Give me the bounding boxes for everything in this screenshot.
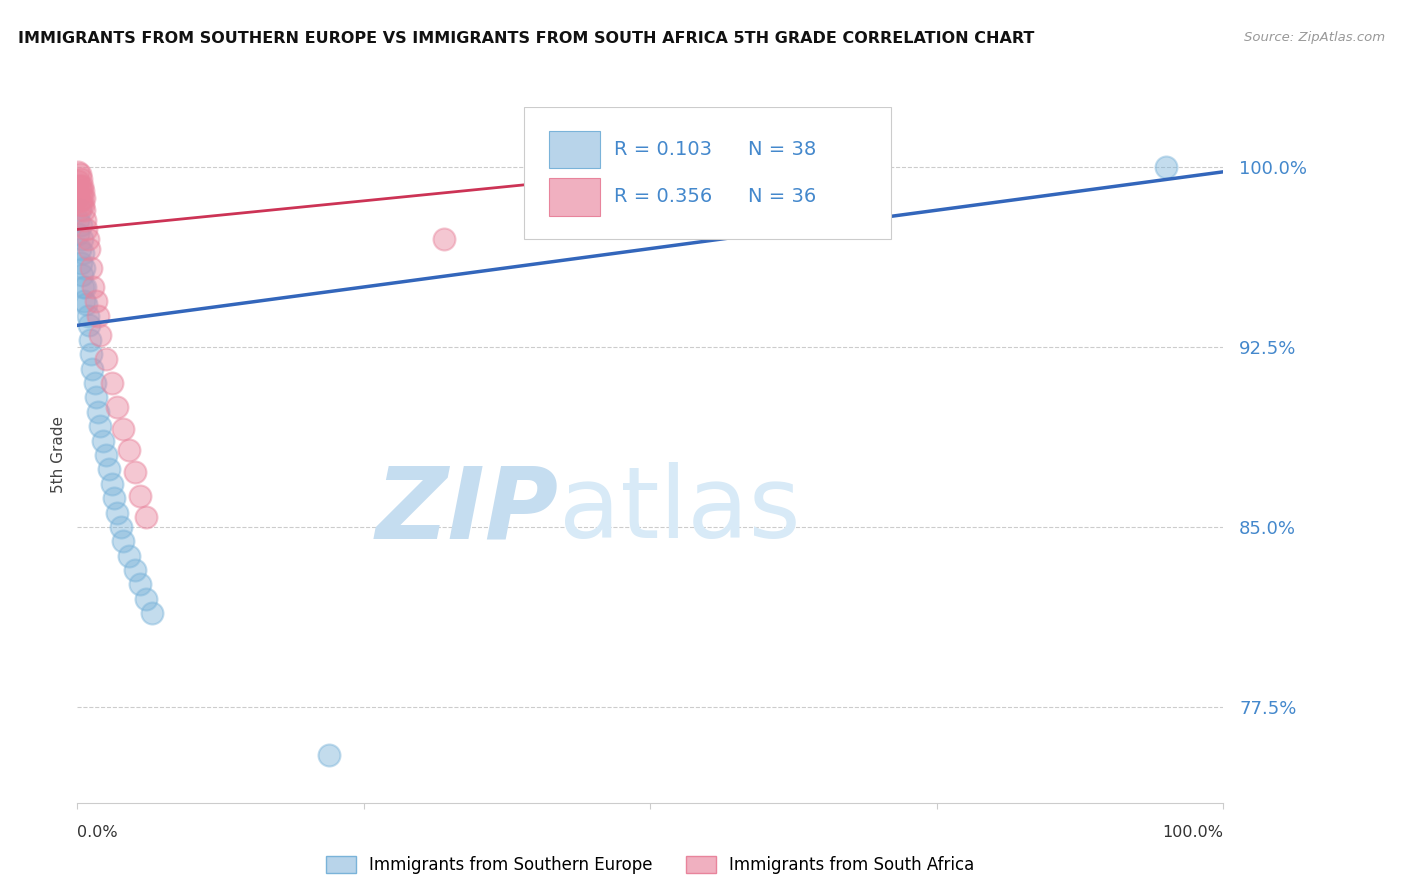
Text: 100.0%: 100.0% <box>1163 825 1223 840</box>
Point <box>69 198 91 212</box>
Point <box>87 309 110 323</box>
Point <box>103 491 125 505</box>
Point <box>69 194 91 208</box>
Point <box>69 179 91 194</box>
Point <box>72 184 94 198</box>
FancyBboxPatch shape <box>524 107 891 239</box>
Point <box>433 232 456 246</box>
Point <box>80 260 103 275</box>
Point <box>107 506 129 520</box>
Point <box>76 222 98 236</box>
Point <box>107 400 129 414</box>
Point <box>547 177 569 191</box>
Point <box>69 203 91 218</box>
Point <box>100 476 122 491</box>
Text: atlas: atlas <box>558 462 800 559</box>
Point <box>69 167 91 181</box>
Point <box>70 191 93 205</box>
Text: ZIP: ZIP <box>375 462 558 559</box>
Point <box>84 390 107 404</box>
Point <box>70 232 93 246</box>
Point <box>77 242 100 256</box>
Point <box>69 184 91 198</box>
Point <box>70 268 93 282</box>
Point <box>100 376 122 390</box>
Point <box>118 549 141 563</box>
Legend: Immigrants from Southern Europe, Immigrants from South Africa: Immigrants from Southern Europe, Immigra… <box>326 856 974 874</box>
Text: IMMIGRANTS FROM SOUTHERN EUROPE VS IMMIGRANTS FROM SOUTH AFRICA 5TH GRADE CORREL: IMMIGRANTS FROM SOUTHERN EUROPE VS IMMIG… <box>18 31 1035 46</box>
Point <box>82 280 104 294</box>
Point <box>69 172 91 186</box>
Point <box>67 227 90 242</box>
Point <box>77 318 100 333</box>
Point <box>1154 160 1177 174</box>
Text: Source: ZipAtlas.com: Source: ZipAtlas.com <box>1244 31 1385 45</box>
Y-axis label: 5th Grade: 5th Grade <box>51 417 66 493</box>
Text: R = 0.103: R = 0.103 <box>613 140 711 159</box>
Point <box>72 280 94 294</box>
Point <box>94 448 117 462</box>
Point <box>76 309 98 323</box>
Text: N = 36: N = 36 <box>748 187 815 206</box>
Point <box>141 607 163 621</box>
Point <box>67 186 90 201</box>
Point <box>72 246 94 260</box>
Point <box>124 563 146 577</box>
Point <box>84 294 107 309</box>
Point <box>118 443 141 458</box>
Point <box>79 333 101 347</box>
Point <box>112 421 135 435</box>
Point <box>135 510 157 524</box>
Point <box>83 376 105 390</box>
FancyBboxPatch shape <box>550 178 600 216</box>
Point <box>124 465 146 479</box>
Point <box>89 328 111 343</box>
Point <box>67 165 90 179</box>
Point <box>73 191 96 205</box>
Point <box>75 212 97 227</box>
Text: R = 0.356: R = 0.356 <box>613 187 711 206</box>
Point <box>91 434 114 448</box>
Point <box>66 191 89 205</box>
Point <box>69 242 91 256</box>
Point <box>67 212 90 227</box>
Text: N = 38: N = 38 <box>748 140 815 159</box>
Point <box>94 351 117 366</box>
Point <box>73 260 96 275</box>
Point <box>73 294 96 309</box>
Point <box>66 179 89 194</box>
Point <box>69 256 91 270</box>
Point <box>69 218 91 232</box>
Point <box>87 405 110 419</box>
Point <box>76 232 98 246</box>
Point <box>75 280 97 294</box>
Point <box>82 361 104 376</box>
Point <box>110 520 132 534</box>
Point <box>318 747 340 762</box>
Point <box>129 577 152 591</box>
Point <box>98 462 121 476</box>
Point <box>72 198 94 212</box>
FancyBboxPatch shape <box>550 131 600 169</box>
Point <box>76 297 98 311</box>
Point <box>129 489 152 503</box>
Point <box>67 174 90 188</box>
Point <box>80 347 103 361</box>
Point <box>70 179 93 194</box>
Point <box>89 419 111 434</box>
Point <box>73 203 96 218</box>
Point <box>112 534 135 549</box>
Point <box>135 591 157 606</box>
Text: 0.0%: 0.0% <box>77 825 118 840</box>
